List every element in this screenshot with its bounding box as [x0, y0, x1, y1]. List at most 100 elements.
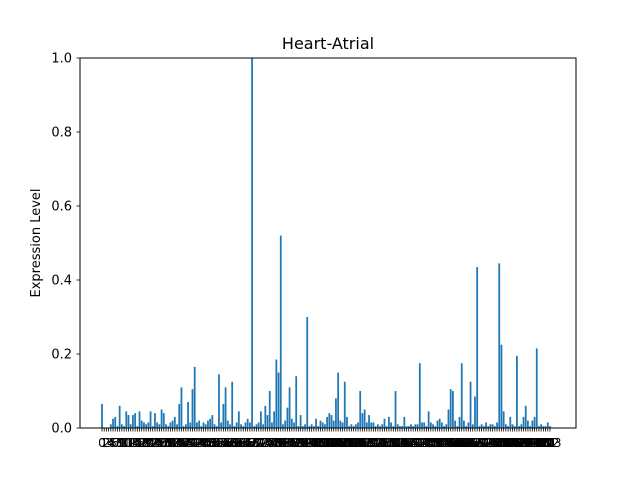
- x-tick-label: 197: [525, 436, 548, 450]
- bar: [469, 381, 472, 428]
- bar: [370, 422, 373, 428]
- bar: [392, 426, 395, 428]
- x-tick-label: 9: [118, 436, 126, 450]
- bar: [489, 424, 492, 428]
- x-tick-label: 187: [503, 436, 526, 450]
- x-tick-label: 136: [391, 436, 414, 450]
- x-tick-label: 94: [302, 436, 317, 450]
- bar: [379, 426, 381, 428]
- bar: [416, 424, 419, 428]
- bar: [343, 381, 346, 428]
- bar: [478, 426, 481, 428]
- x-tick-label: 83: [278, 436, 293, 450]
- bar: [187, 402, 189, 428]
- x-tick-label: 14: [125, 436, 140, 450]
- x-tick-label: 105: [322, 436, 345, 450]
- x-tick-label: 46: [196, 436, 211, 450]
- x-tick-label: 196: [523, 436, 546, 450]
- x-tick-label: 55: [216, 436, 231, 450]
- bar: [116, 426, 119, 428]
- x-tick-label: 173: [472, 436, 495, 450]
- x-tick-label: 71: [251, 436, 266, 450]
- x-tick-label: 2: [103, 436, 111, 450]
- x-tick-label: 134: [386, 436, 409, 450]
- x-tick-label: 125: [366, 436, 389, 450]
- bar: [253, 426, 256, 428]
- bar: [286, 407, 289, 428]
- bar: [136, 426, 139, 428]
- x-tick-label: 58: [222, 436, 237, 450]
- bar: [511, 424, 514, 428]
- bar: [268, 391, 271, 428]
- x-tick-label: 158: [439, 436, 462, 450]
- bar: [467, 422, 470, 428]
- x-tick-label: 33: [167, 436, 182, 450]
- x-tick-label: 179: [486, 436, 509, 450]
- bar: [520, 424, 523, 428]
- bar: [273, 411, 276, 428]
- bar: [277, 372, 280, 428]
- bar: [189, 422, 192, 428]
- x-tick-label: 149: [419, 436, 442, 450]
- y-tick-label: 1.0: [51, 52, 72, 67]
- x-tick-label: 31: [163, 436, 178, 450]
- x-tick-label: 44: [191, 436, 206, 450]
- x-tick-label: 25: [150, 436, 165, 450]
- bar: [271, 422, 273, 428]
- bar: [463, 420, 465, 428]
- x-tick-label: 38: [178, 436, 193, 450]
- bar: [198, 420, 200, 428]
- bar: [533, 416, 536, 428]
- bar: [509, 416, 512, 428]
- bar: [330, 415, 333, 428]
- x-tick-label: 155: [433, 436, 456, 450]
- x-tick-label: 86: [284, 436, 299, 450]
- x-tick-label: 29: [158, 436, 173, 450]
- bar: [332, 420, 335, 428]
- x-tick-label: 8: [116, 436, 124, 450]
- x-tick-label: 181: [490, 436, 513, 450]
- x-tick-label: 3: [105, 436, 113, 450]
- bar: [297, 426, 300, 428]
- bar: [487, 426, 490, 428]
- bar: [260, 411, 262, 428]
- x-tick-label: 137: [393, 436, 416, 450]
- bar: [207, 420, 209, 428]
- bar: [123, 426, 125, 428]
- x-tick-label: 159: [441, 436, 464, 450]
- bar: [365, 422, 368, 428]
- x-tick-label: 157: [437, 436, 460, 450]
- bar: [460, 363, 463, 428]
- bar: [436, 420, 439, 428]
- bar: [244, 422, 247, 428]
- x-tick-label: 167: [459, 436, 482, 450]
- bar: [513, 426, 516, 428]
- x-tick-label: 107: [327, 436, 350, 450]
- bar: [500, 344, 503, 428]
- bar: [112, 418, 114, 428]
- x-tick-label: 70: [249, 436, 264, 450]
- x-tick-label: 27: [154, 436, 169, 450]
- bar: [143, 422, 145, 428]
- bar: [235, 422, 238, 428]
- x-tick-label: 53: [211, 436, 226, 450]
- bar: [458, 416, 461, 428]
- bar: [158, 424, 161, 428]
- x-tick-label: 169: [464, 436, 487, 450]
- bar: [288, 387, 291, 428]
- x-tick-label: 119: [353, 436, 376, 450]
- bar: [385, 426, 388, 428]
- x-tick-label: 88: [289, 436, 304, 450]
- bar: [452, 391, 454, 428]
- bar: [293, 422, 295, 428]
- x-tick-label: 143: [406, 436, 429, 450]
- x-tick-label: 186: [501, 436, 524, 450]
- x-tick-label: 203: [539, 436, 562, 450]
- x-tick-label: 92: [297, 436, 312, 450]
- bar: [120, 424, 123, 428]
- bar: [240, 424, 242, 428]
- x-tick-label: 130: [377, 436, 400, 450]
- bar: [224, 387, 227, 428]
- bar: [229, 424, 231, 428]
- x-tick-label: 68: [244, 436, 259, 450]
